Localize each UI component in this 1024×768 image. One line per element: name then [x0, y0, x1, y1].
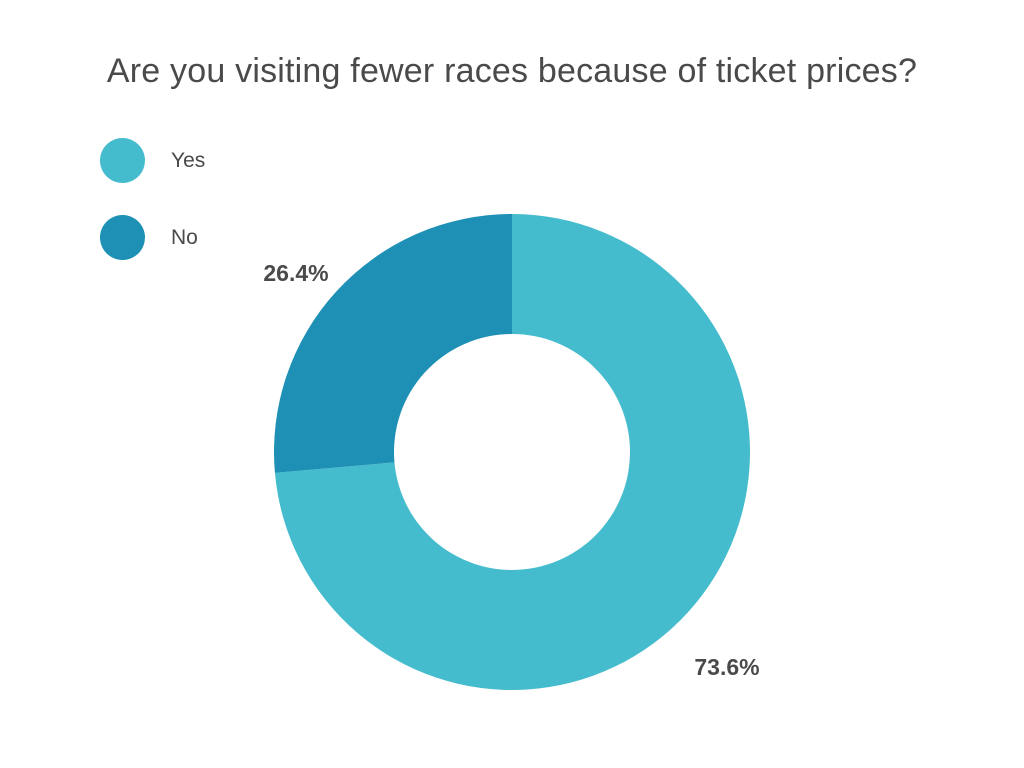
- donut-slices: [274, 214, 750, 691]
- chart-title: Are you visiting fewer races because of …: [106, 52, 918, 90]
- slice-yes: [274, 214, 750, 691]
- slice-no: [274, 214, 512, 473]
- data-label-yes: 73.6%: [694, 654, 759, 680]
- legend-swatch-no: [100, 215, 145, 260]
- legend-label-yes: Yes: [171, 148, 206, 172]
- legend: Yes No: [100, 138, 205, 292]
- legend-label-no: No: [171, 225, 198, 249]
- legend-item-yes: Yes: [100, 138, 205, 183]
- legend-swatch-yes: [100, 138, 145, 183]
- legend-item-no: No: [100, 215, 205, 260]
- data-label-no: 26.4%: [263, 260, 328, 286]
